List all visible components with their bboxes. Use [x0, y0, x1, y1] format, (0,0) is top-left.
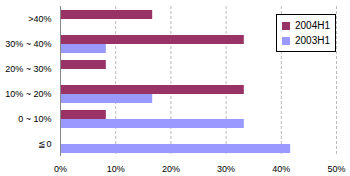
svg-text:10%: 10% — [107, 164, 125, 174]
svg-text:50%: 50% — [327, 164, 345, 174]
svg-text:0%: 0% — [54, 164, 67, 174]
svg-text:20%: 20% — [162, 164, 180, 174]
html-text:2003H1: 2003H1 — [295, 35, 330, 46]
svg-text:>40%: >40% — [28, 14, 51, 24]
svg-text:30% ~ 40%: 30% ~ 40% — [5, 39, 51, 49]
svg-text:0 ~ 10%: 0 ~ 10% — [18, 114, 51, 124]
svg-text:20% ~ 30%: 20% ~ 30% — [5, 64, 51, 74]
html-text:2004H1: 2004H1 — [295, 20, 330, 31]
svg-text:30%: 30% — [217, 164, 235, 174]
svg-text:≦0: ≦0 — [38, 139, 51, 149]
svg-text:40%: 40% — [272, 164, 290, 174]
svg-text:10% ~ 20%: 10% ~ 20% — [5, 89, 51, 99]
